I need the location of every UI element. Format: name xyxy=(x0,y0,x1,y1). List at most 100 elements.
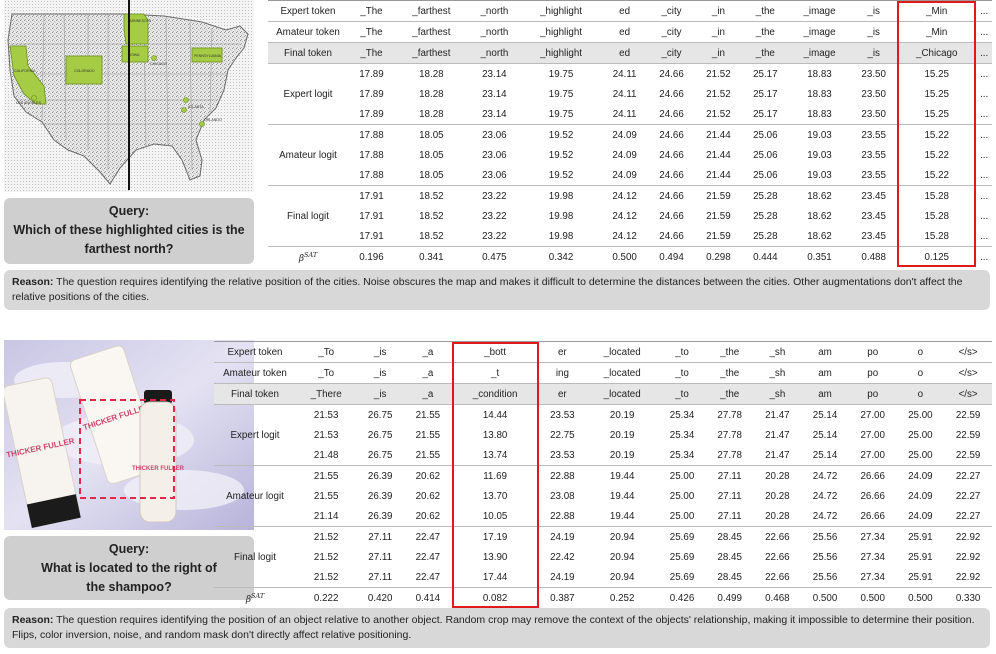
example-panel-map: MINNESOTA CALIFORNIA COLORADO IOWA CHICA… xyxy=(0,0,996,310)
amateur-token-cell: ... xyxy=(976,21,992,43)
us-map-image: MINNESOTA CALIFORNIA COLORADO IOWA CHICA… xyxy=(4,0,254,192)
expert-token-cell: _in xyxy=(694,0,742,22)
final-logit-cell: 23.22 xyxy=(482,230,507,242)
final-token-cell: _is xyxy=(356,383,405,405)
final-logit-cell: 20.94 xyxy=(609,571,635,583)
expert-logit-cell: 27.78 xyxy=(705,404,754,425)
amateur-logit-cell: 26.66 xyxy=(860,510,885,522)
expert-token-cell: er xyxy=(538,341,587,363)
amateur-logit-cell: 26.39 xyxy=(367,510,393,522)
query-line: the shampoo? xyxy=(86,580,172,594)
beta-cell: 0.341 xyxy=(394,246,468,267)
expert-logit-cell: 15.25 xyxy=(924,108,949,120)
table-row: 21.55 26.39 20.62 13.70 23.08 19.44 25.00 27.11… xyxy=(214,486,992,506)
amateur-logit-cell: 19.52 xyxy=(548,149,574,161)
final-token-cell: _the xyxy=(705,383,754,405)
map-label-california: CALIFORNIA xyxy=(14,69,36,73)
amateur-logit-cell: 25.00 xyxy=(669,510,695,522)
expert-token-cell: _bott xyxy=(451,341,539,363)
final-logit-cell: ... xyxy=(976,185,992,206)
final-token-cell: _highlight xyxy=(520,42,602,64)
expert-logit-cell: 22.75 xyxy=(550,429,575,441)
expert-logit-cell: 24.11 xyxy=(601,63,649,84)
expert-token-label-text: Expert token xyxy=(280,5,336,17)
expert-token-cell: po xyxy=(848,341,897,363)
amateur-token-cell: _is xyxy=(356,362,405,384)
amateur-token-cell: _The xyxy=(348,21,395,43)
expert-logit-cell: 14.44 xyxy=(451,404,539,425)
final-token-label: Final token xyxy=(268,42,348,64)
amateur-token-cell: _t xyxy=(451,362,539,384)
amateur-token-cell: po xyxy=(848,362,897,384)
table-row: Amateur token _To _is _a _t ing _located _to _th… xyxy=(214,362,992,384)
final-logit-cell: 27.34 xyxy=(848,526,897,547)
final-logit-cell: 25.69 xyxy=(658,526,706,547)
amateur-logit-cell: 23.55 xyxy=(861,149,886,161)
final-logit-cell: 27.34 xyxy=(860,551,885,563)
expert-logit-cell: 25.00 xyxy=(908,429,933,441)
expert-logit-cell: 27.00 xyxy=(860,429,885,441)
final-logit-cell: 25.91 xyxy=(908,551,933,563)
beta-cell: 0.082 xyxy=(451,587,539,608)
final-logit-cell: 23.45 xyxy=(861,210,886,222)
table-row: Expert logit 21.53 26.75 21.55 14.44 23.53 20.… xyxy=(214,404,992,466)
expert-logit-label: Expert logit xyxy=(214,404,296,466)
expert-token-cell: _To xyxy=(296,341,357,363)
amateur-logit-cell: 25.00 xyxy=(658,465,706,486)
beta-cell: 0.500 xyxy=(848,587,897,608)
final-logit-cell: 21.52 xyxy=(313,571,339,583)
amateur-logit-cell: 17.88 xyxy=(348,124,395,145)
amateur-token-label: Amateur token xyxy=(268,21,348,43)
final-logit-cell: 25.69 xyxy=(669,571,695,583)
table-row: 17.88 18.05 23.06 19.52 24.09 24.66 21.44 25.06… xyxy=(268,145,992,165)
expert-token-cell: _located xyxy=(586,341,659,363)
amateur-logit-cell: ... xyxy=(976,124,992,145)
expert-logit-cell: 23.50 xyxy=(861,108,886,120)
amateur-logit-cell: 25.06 xyxy=(753,149,778,161)
expert-logit-cell: 20.19 xyxy=(609,449,635,461)
amateur-logit-cell: 15.22 xyxy=(897,124,977,145)
amateur-logit-cell: 19.52 xyxy=(548,169,574,181)
final-logit-cell: 22.42 xyxy=(550,551,575,563)
amateur-logit-cell: 20.28 xyxy=(765,510,790,522)
final-logit-cell: 24.19 xyxy=(550,571,575,583)
expert-token-cell: _sh xyxy=(753,341,802,363)
expert-logit-cell: 21.47 xyxy=(765,449,790,461)
amateur-logit-cell: 22.27 xyxy=(955,490,981,502)
expert-token-cell: _The xyxy=(348,0,395,22)
expert-logit-label-text: Expert logit xyxy=(230,429,280,441)
final-logit-cell: 18.62 xyxy=(807,230,832,242)
expert-logit-cell: ... xyxy=(980,108,989,120)
beta-cell: 0.414 xyxy=(404,587,452,608)
final-logit-cell: 25.28 xyxy=(753,230,778,242)
final-logit-cell: 20.94 xyxy=(609,551,635,563)
map-label-minnesota: MINNESOTA xyxy=(130,19,152,23)
expert-logit-cell: 22.59 xyxy=(955,429,981,441)
beta-label: βSAT xyxy=(214,587,296,608)
final-logit-cell: 15.28 xyxy=(924,230,949,242)
expert-token-cell: _farthest xyxy=(394,0,468,22)
expert-logit-cell: 27.78 xyxy=(717,429,742,441)
reason-text: The question requires identifying the po… xyxy=(12,614,975,641)
amateur-logit-cell: 21.55 xyxy=(296,465,357,486)
final-token-cell: _farthest xyxy=(394,42,468,64)
shampoo-photo-svg: THICKER FULLER THICKER FULLER THICKER FU… xyxy=(4,340,254,530)
final-logit-cell: 24.19 xyxy=(538,526,587,547)
final-logit-cell: 25.69 xyxy=(669,551,695,563)
final-token-cell: _located xyxy=(586,383,659,405)
amateur-logit-cell: 22.88 xyxy=(538,465,587,486)
expert-logit-cell: 25.34 xyxy=(669,429,695,441)
beta-cell: 0.500 xyxy=(601,246,649,267)
amateur-logit-cell: 17.88 xyxy=(359,169,384,181)
table-row: Amateur token _The _farthest _north _highlig… xyxy=(268,21,992,43)
final-logit-cell: 17.91 xyxy=(359,210,384,222)
final-logit-cell: 18.52 xyxy=(419,210,444,222)
amateur-token-cell: am xyxy=(801,362,849,384)
reason-text: The question requires identifying the re… xyxy=(12,276,963,303)
expert-logit-cell: 27.00 xyxy=(860,449,885,461)
final-logit-cell: 21.59 xyxy=(706,230,731,242)
amateur-logit-cell: ... xyxy=(980,149,989,161)
final-logit-cell: 17.44 xyxy=(482,571,508,583)
expert-logit-cell: 21.47 xyxy=(765,429,790,441)
table-row: Final token _There _is _a _condition er _locat… xyxy=(214,383,992,405)
